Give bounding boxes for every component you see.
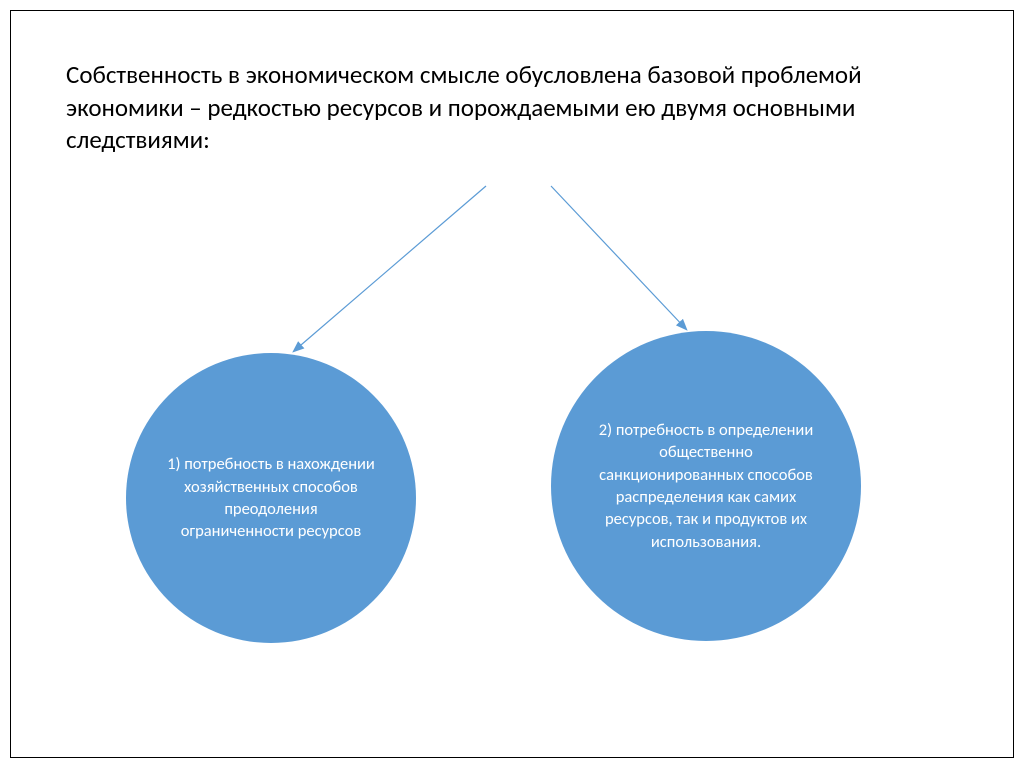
heading-text: Собственность в экономическом смысле обу…: [66, 59, 953, 157]
circle-right: 2) потребность в определении общественно…: [551, 331, 861, 641]
circle-left: 1) потребность в нахождении хозяйственны…: [126, 353, 416, 643]
circle-left-text: 1) потребность в нахождении хозяйственны…: [166, 453, 376, 542]
circle-right-text: 2) потребность в определении общественно…: [591, 419, 821, 553]
slide-frame: Собственность в экономическом смысле обу…: [10, 10, 1014, 758]
arrows-svg: [11, 181, 1024, 381]
arrow-right: [551, 186, 686, 329]
arrow-left: [294, 186, 486, 351]
